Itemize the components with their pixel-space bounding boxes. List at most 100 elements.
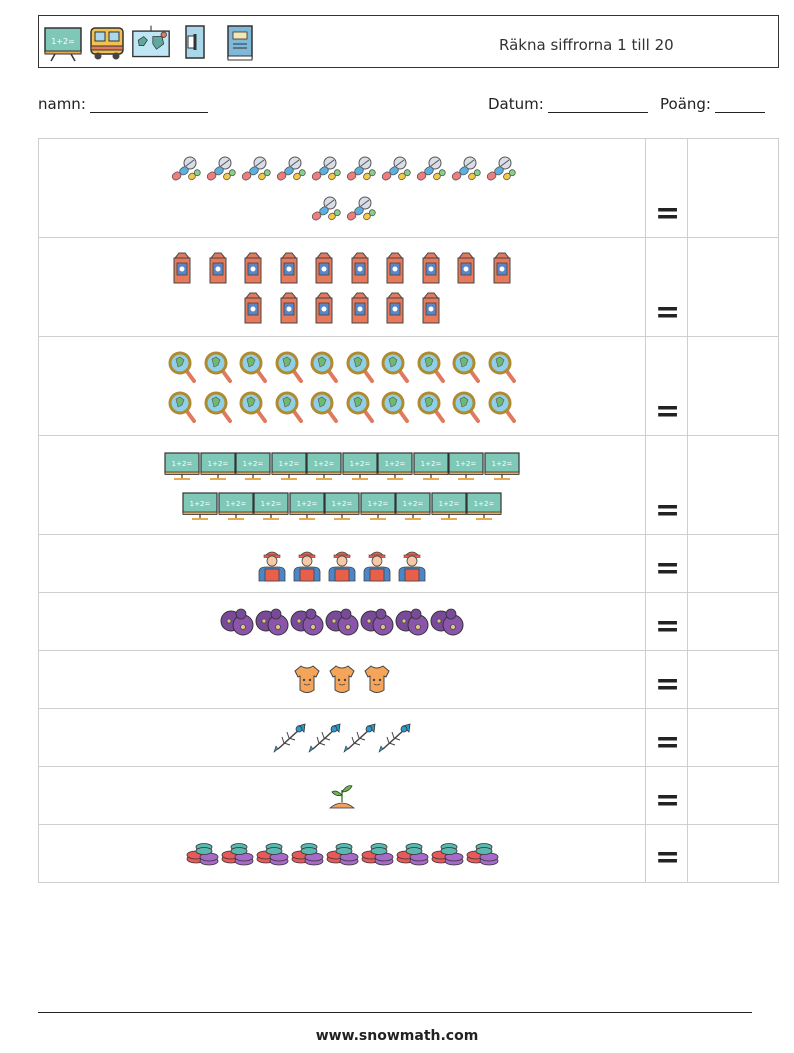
name-blank[interactable] bbox=[89, 97, 208, 113]
pills-icon bbox=[448, 155, 482, 187]
milk-carton-icon bbox=[242, 291, 264, 329]
pills-icon bbox=[483, 155, 517, 187]
magnifying-glass-icon bbox=[451, 350, 481, 388]
chalkboard-icon: 1+2= bbox=[43, 20, 83, 64]
count-row: = bbox=[39, 238, 778, 337]
svg-text:1+2=: 1+2= bbox=[243, 460, 264, 468]
column-divider bbox=[645, 337, 646, 435]
worker-icon bbox=[396, 546, 428, 586]
magnifying-glass-icon bbox=[167, 350, 197, 388]
name-field: namn: bbox=[38, 95, 208, 113]
svg-text:1+2=: 1+2= bbox=[367, 500, 388, 508]
count-row: = bbox=[39, 767, 778, 825]
column-divider bbox=[687, 767, 688, 824]
equals-sign: = bbox=[655, 394, 681, 429]
answer-cell[interactable] bbox=[688, 139, 778, 237]
column-divider bbox=[687, 139, 688, 237]
magnifying-glass-icon bbox=[487, 390, 517, 428]
date-field: Datum: bbox=[488, 95, 648, 113]
fish-bone-icon bbox=[272, 722, 308, 758]
svg-text:1+2=: 1+2= bbox=[190, 500, 211, 508]
magnifying-glass-icon bbox=[380, 390, 410, 428]
equals-sign: = bbox=[655, 783, 681, 818]
column-divider bbox=[645, 535, 646, 592]
column-divider bbox=[687, 825, 688, 882]
svg-text:1+2=: 1+2= bbox=[403, 500, 424, 508]
answer-cell[interactable] bbox=[688, 767, 778, 824]
chalkboard-icon: 1+2= bbox=[306, 451, 342, 485]
count-row: = bbox=[39, 709, 778, 767]
date-blank[interactable] bbox=[547, 97, 648, 113]
chalkboard-icon: 1+2= bbox=[395, 491, 431, 525]
pills-icon bbox=[273, 155, 307, 187]
chalkboard-icon: 1+2= bbox=[235, 451, 271, 485]
footer-divider bbox=[38, 1012, 752, 1013]
milk-carton-icon bbox=[384, 251, 406, 289]
svg-text:1+2=: 1+2= bbox=[349, 460, 370, 468]
column-divider bbox=[645, 651, 646, 708]
count-row: = bbox=[39, 139, 778, 238]
answer-cell[interactable] bbox=[688, 337, 778, 435]
answer-cell[interactable] bbox=[688, 436, 778, 534]
magnifying-glass-icon bbox=[345, 350, 375, 388]
baby-onesie-icon bbox=[292, 664, 322, 700]
macaron-icon bbox=[255, 839, 289, 873]
pills-icon bbox=[378, 155, 412, 187]
chalkboard-icon: 1+2= bbox=[342, 451, 378, 485]
svg-text:1+2=: 1+2= bbox=[261, 500, 282, 508]
milk-carton-icon bbox=[455, 251, 477, 289]
column-divider bbox=[645, 593, 646, 650]
chalkboard-icon: 1+2= bbox=[448, 451, 484, 485]
svg-text:1+2=: 1+2= bbox=[207, 460, 228, 468]
svg-text:1+2=: 1+2= bbox=[314, 460, 335, 468]
answer-cell[interactable] bbox=[688, 825, 778, 882]
chalkboard-icon: 1+2= bbox=[359, 491, 396, 525]
count-row: = bbox=[39, 651, 778, 709]
macaron-icon bbox=[360, 839, 394, 873]
footer-url[interactable]: www.snowmath.com bbox=[315, 1028, 479, 1044]
macaron-icon bbox=[325, 839, 359, 873]
answer-cell[interactable] bbox=[688, 535, 778, 592]
magnifying-glass-icon bbox=[238, 350, 268, 388]
equals-sign: = bbox=[655, 551, 681, 586]
answer-cell[interactable] bbox=[688, 593, 778, 650]
answer-cell[interactable] bbox=[688, 651, 778, 708]
magnifying-glass-icon bbox=[274, 350, 304, 388]
svg-text:1+2=: 1+2= bbox=[438, 500, 459, 508]
milk-carton-icon bbox=[278, 251, 300, 289]
milk-carton-icon bbox=[384, 291, 406, 329]
pills-icon bbox=[343, 155, 377, 187]
plum-icon bbox=[394, 605, 430, 643]
chalkboard-icon: 1+2= bbox=[164, 451, 200, 485]
chalkboard-icon: 1+2= bbox=[377, 451, 413, 485]
plum-icon bbox=[219, 605, 255, 643]
answer-cell[interactable] bbox=[688, 238, 778, 336]
chalkboard-icon: 1+2= bbox=[271, 451, 307, 485]
magnifying-glass-icon bbox=[238, 390, 268, 428]
answer-cell[interactable] bbox=[688, 709, 778, 766]
column-divider bbox=[645, 436, 646, 534]
pills-icon bbox=[343, 195, 377, 227]
count-row: 1+2= 1+2= 1+2= 1+2= 1+2= 1+2= bbox=[39, 436, 778, 535]
count-row: = bbox=[39, 825, 778, 882]
fish-bone-icon bbox=[342, 722, 378, 758]
column-divider bbox=[645, 139, 646, 237]
chalkboard-icon: 1+2= bbox=[288, 491, 325, 525]
equals-sign: = bbox=[655, 493, 681, 528]
macaron-icon bbox=[290, 839, 324, 873]
counting-grid: = bbox=[38, 138, 779, 883]
magnifying-glass-icon bbox=[167, 390, 197, 428]
macaron-icon bbox=[395, 839, 429, 873]
column-divider bbox=[645, 709, 646, 766]
fish-bone-icon bbox=[307, 722, 343, 758]
chalkboard-icon: 1+2= bbox=[200, 451, 236, 485]
column-divider bbox=[645, 238, 646, 336]
milk-carton-icon bbox=[420, 251, 442, 289]
macaron-icon bbox=[465, 839, 499, 873]
magnifying-glass-icon bbox=[274, 390, 304, 428]
score-blank[interactable] bbox=[714, 97, 765, 113]
plum-icon bbox=[254, 605, 290, 643]
chalkboard-icon: 1+2= bbox=[413, 451, 449, 485]
milk-carton-icon bbox=[171, 251, 193, 289]
column-divider bbox=[687, 535, 688, 592]
